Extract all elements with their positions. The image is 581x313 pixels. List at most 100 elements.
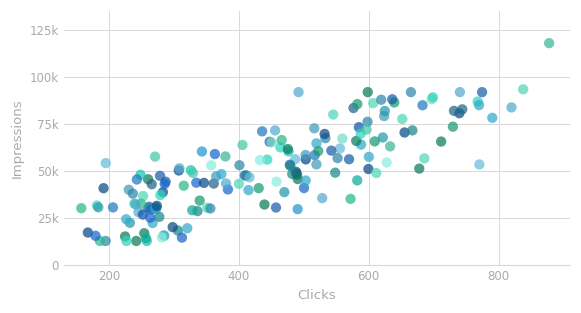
Point: [363, 90, 372, 95]
Point: [244, 187, 253, 192]
Point: [388, 97, 397, 102]
Point: [260, 202, 269, 207]
Point: [141, 236, 150, 241]
Point: [256, 158, 265, 163]
Point: [272, 179, 281, 184]
Point: [132, 239, 141, 244]
Point: [436, 139, 446, 144]
Point: [292, 172, 302, 177]
Point: [159, 233, 168, 238]
Point: [376, 97, 386, 102]
Point: [155, 173, 164, 178]
Point: [101, 161, 110, 166]
Point: [137, 201, 146, 206]
Point: [310, 153, 320, 158]
Point: [138, 212, 148, 217]
Point: [188, 208, 197, 213]
Point: [270, 128, 279, 133]
Point: [223, 187, 232, 192]
Point: [138, 193, 148, 198]
Point: [173, 228, 182, 233]
Point: [346, 196, 355, 201]
Point: [267, 140, 276, 145]
Point: [209, 181, 218, 186]
Point: [321, 136, 330, 141]
Point: [286, 163, 295, 168]
Point: [121, 217, 131, 222]
Point: [235, 163, 244, 168]
Point: [312, 162, 321, 167]
Point: [168, 225, 177, 230]
Point: [328, 112, 338, 117]
Point: [156, 192, 165, 198]
Point: [276, 145, 285, 150]
Point: [478, 90, 487, 95]
Point: [238, 142, 247, 147]
Point: [144, 206, 153, 211]
Point: [254, 186, 263, 191]
Point: [134, 210, 143, 215]
Point: [333, 156, 342, 161]
Point: [101, 239, 110, 244]
Point: [353, 102, 362, 107]
Point: [370, 139, 379, 144]
Point: [418, 103, 427, 108]
Point: [128, 191, 138, 196]
Point: [92, 203, 102, 208]
Point: [94, 205, 103, 210]
Point: [99, 186, 108, 191]
Point: [124, 187, 134, 192]
Point: [335, 146, 345, 151]
Point: [331, 170, 340, 175]
Point: [368, 101, 378, 106]
Point: [352, 138, 361, 143]
Point: [378, 135, 388, 140]
Point: [145, 215, 155, 220]
Point: [372, 171, 381, 176]
Point: [427, 97, 436, 102]
Point: [487, 115, 497, 120]
Point: [198, 149, 207, 154]
Point: [160, 233, 169, 238]
Point: [132, 177, 142, 182]
Point: [356, 142, 365, 147]
Point: [456, 90, 465, 95]
Point: [288, 172, 297, 177]
Point: [292, 171, 301, 176]
Point: [182, 226, 192, 231]
Point: [257, 129, 267, 134]
Point: [458, 107, 467, 112]
Point: [400, 130, 409, 135]
Point: [125, 220, 135, 225]
Point: [290, 157, 300, 162]
Point: [390, 100, 399, 105]
Point: [155, 214, 164, 219]
Point: [83, 230, 92, 235]
Point: [301, 178, 310, 183]
Point: [285, 162, 295, 167]
Point: [265, 139, 274, 144]
Y-axis label: Impressions: Impressions: [11, 99, 24, 178]
Point: [158, 190, 167, 195]
Point: [419, 156, 429, 161]
Point: [353, 178, 362, 183]
Point: [186, 168, 195, 173]
Point: [150, 154, 160, 159]
Point: [152, 203, 162, 208]
Point: [192, 180, 201, 185]
Point: [397, 116, 407, 121]
Point: [144, 177, 153, 182]
Point: [120, 234, 130, 239]
Point: [195, 198, 205, 203]
Point: [354, 125, 364, 130]
Point: [345, 157, 354, 162]
Point: [207, 163, 216, 168]
Point: [301, 152, 310, 157]
Point: [284, 149, 293, 154]
Point: [234, 181, 243, 186]
Point: [310, 126, 319, 131]
Point: [301, 157, 310, 162]
Point: [544, 41, 554, 46]
Point: [174, 168, 184, 173]
Point: [406, 90, 415, 95]
